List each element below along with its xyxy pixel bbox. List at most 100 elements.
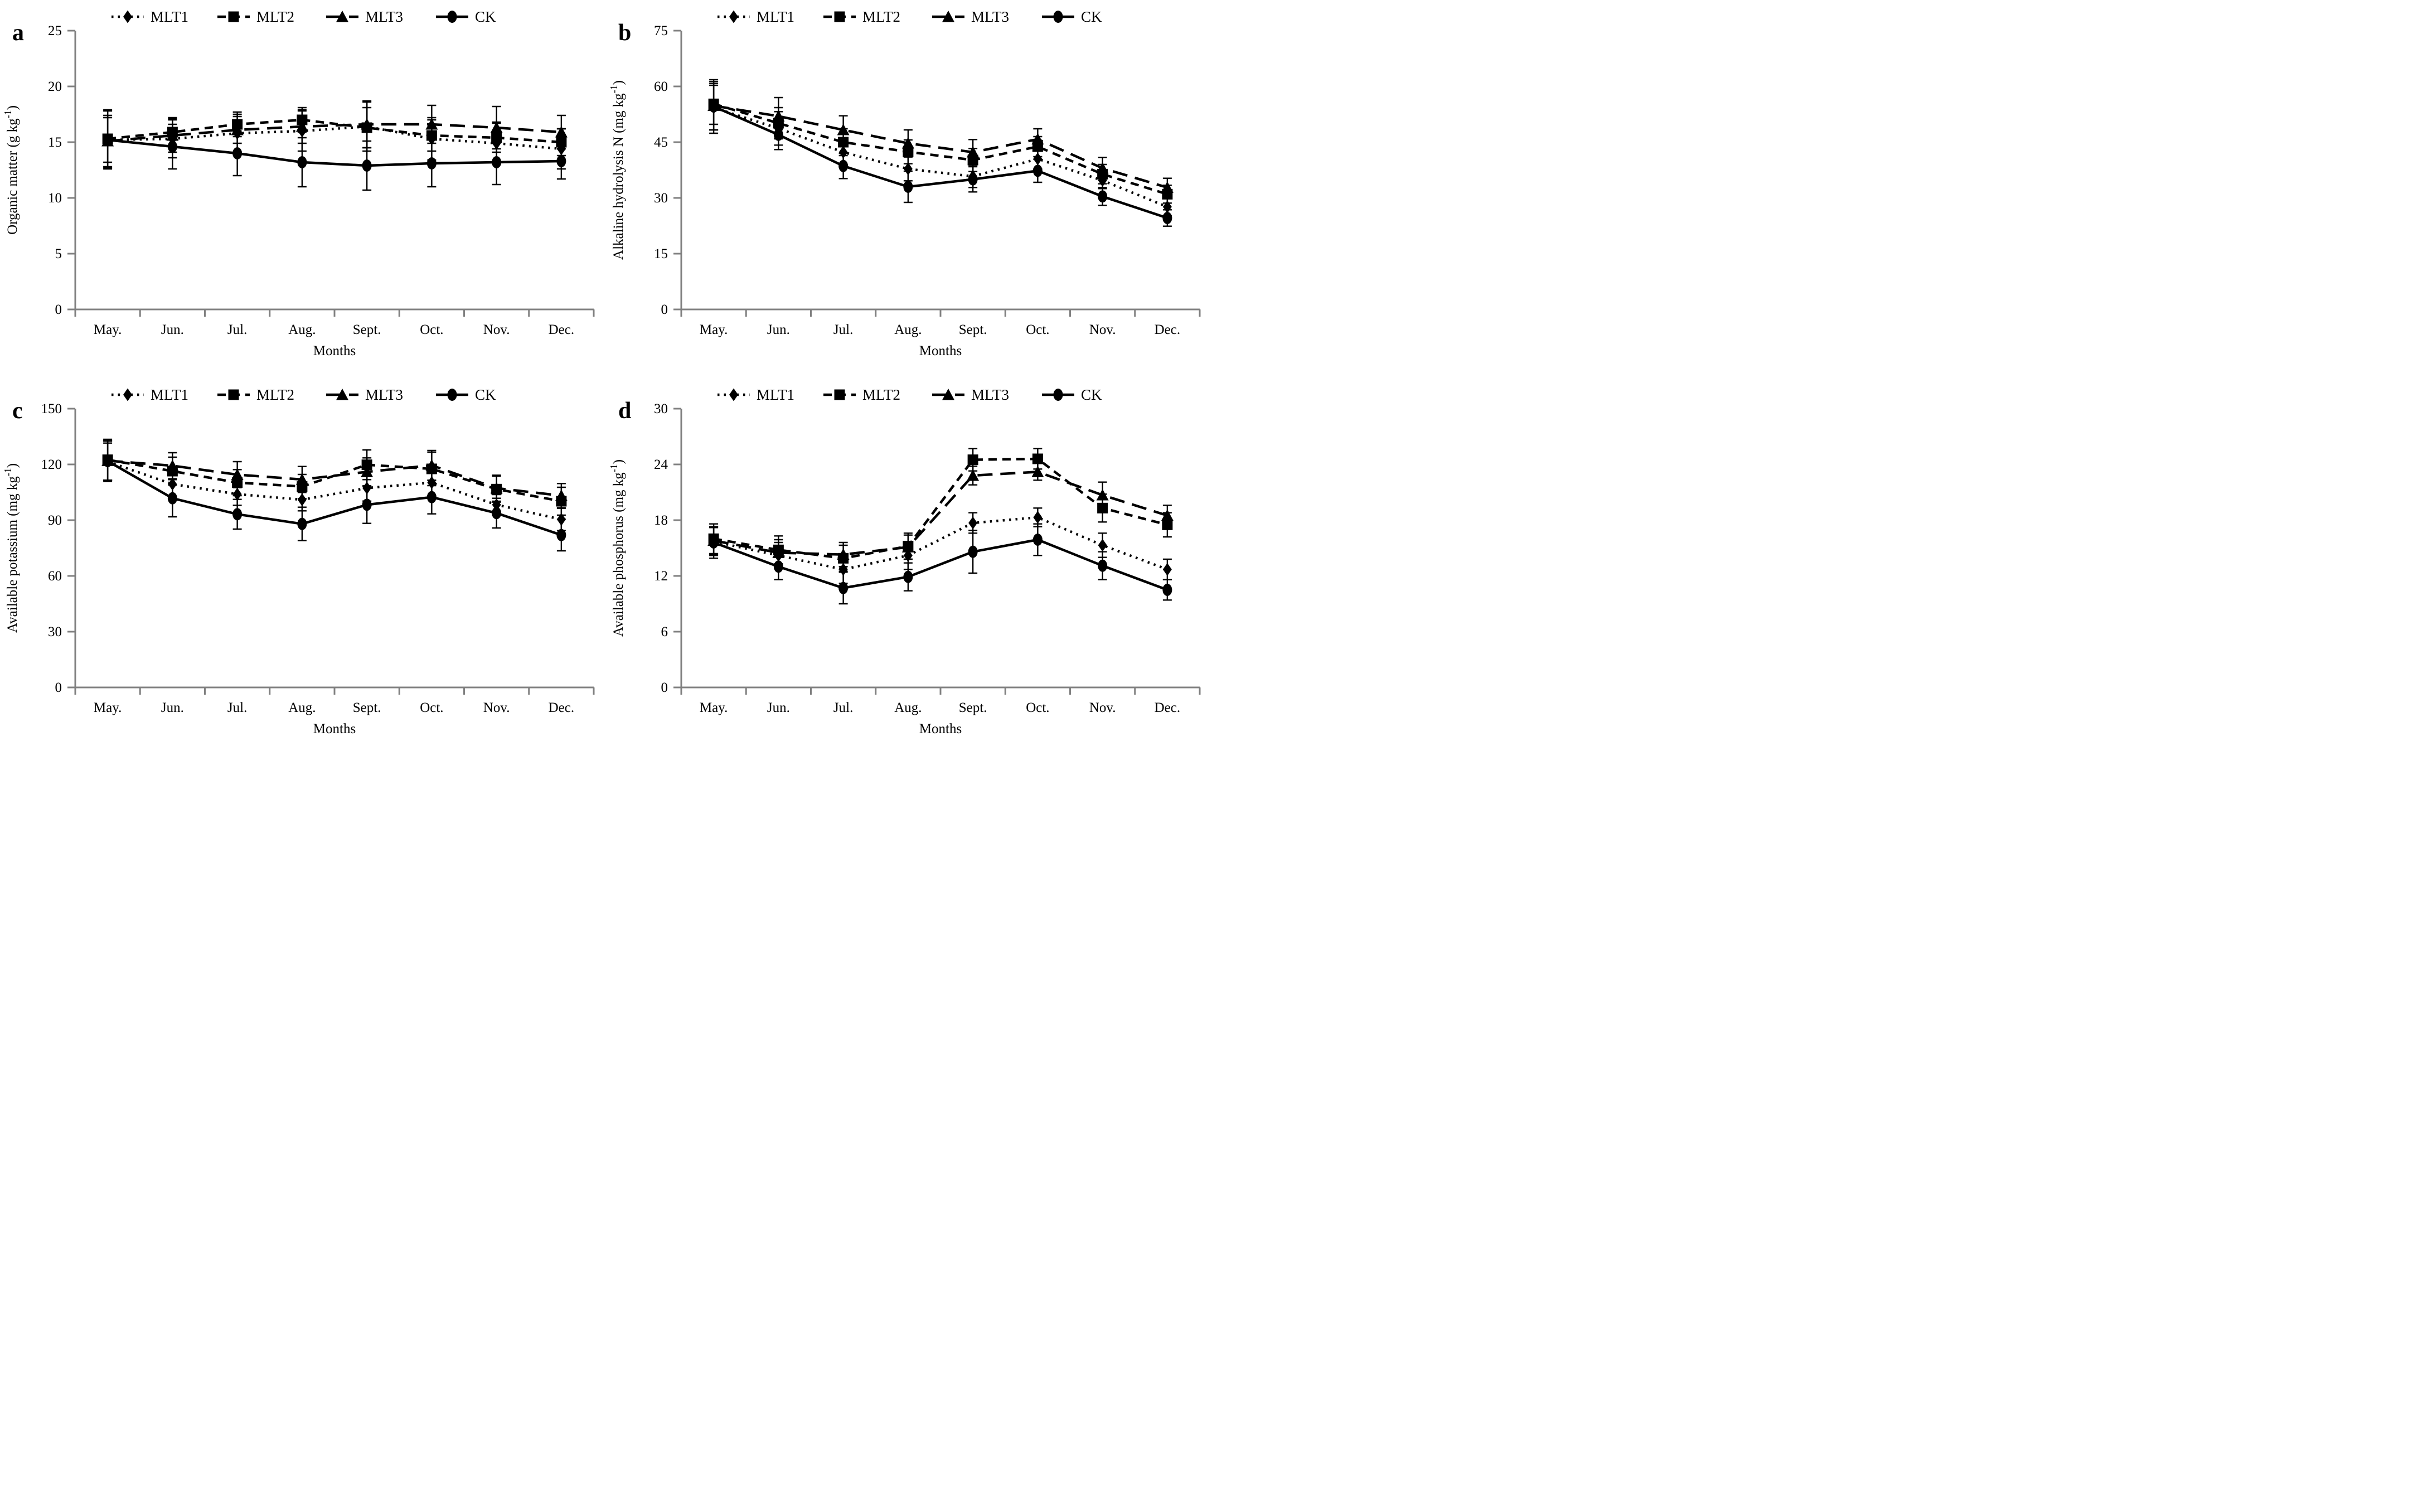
svg-text:150: 150 bbox=[41, 401, 62, 416]
series-line-CK bbox=[713, 105, 1168, 220]
series-markers-CK bbox=[709, 100, 1172, 224]
svg-text:Oct.: Oct. bbox=[1026, 700, 1049, 715]
panel-d-chart: d 0 6 12 18 24 30 Available phosphorus (mg kg-1… bbox=[608, 386, 1201, 736]
legend-label: CK bbox=[475, 386, 496, 403]
series-line-CK bbox=[107, 138, 561, 167]
x-axis-title: Months bbox=[919, 343, 962, 358]
legend-item-MLT2: MLT2 bbox=[217, 386, 294, 403]
y-axis: 0 5 10 15 20 25 bbox=[48, 23, 76, 317]
svg-text:Months: Months bbox=[313, 343, 356, 358]
svg-text:18: 18 bbox=[654, 513, 668, 528]
svg-text:20: 20 bbox=[48, 79, 62, 94]
legend-item-MLT2: MLT2 bbox=[823, 386, 900, 403]
svg-text:Available potassium (mg kg-1): Available potassium (mg kg-1) bbox=[2, 463, 20, 633]
svg-text:Available phosphorus (mg kg-1): Available phosphorus (mg kg-1) bbox=[608, 459, 626, 637]
svg-text:15: 15 bbox=[48, 135, 62, 150]
y-axis-title: Organic matter (g kg-1) bbox=[2, 105, 20, 235]
svg-text:30: 30 bbox=[48, 624, 62, 639]
series-markers-CK bbox=[709, 534, 1172, 596]
svg-text:Months: Months bbox=[919, 343, 962, 358]
legend-label: MLT2 bbox=[862, 8, 900, 25]
svg-text:Jul.: Jul. bbox=[833, 700, 853, 715]
svg-text:c: c bbox=[12, 398, 23, 424]
legend-item-MLT2: MLT2 bbox=[823, 8, 900, 25]
svg-text:Alkaline hydrolysis N (mg kg-1: Alkaline hydrolysis N (mg kg-1) bbox=[608, 80, 626, 260]
svg-text:5: 5 bbox=[55, 246, 62, 261]
y-axis-title: Alkaline hydrolysis N (mg kg-1) bbox=[608, 80, 626, 260]
legend-item-CK: CK bbox=[1042, 8, 1102, 25]
legend-item-MLT1: MLT1 bbox=[717, 386, 794, 403]
svg-text:Jul.: Jul. bbox=[227, 322, 247, 337]
series-line-MLT3 bbox=[713, 471, 1168, 556]
svg-text:Dec.: Dec. bbox=[549, 700, 575, 715]
panel-letter: a bbox=[12, 20, 24, 46]
svg-text:Dec.: Dec. bbox=[549, 322, 575, 337]
series-line-MLT3 bbox=[107, 123, 562, 143]
legend-label: MLT1 bbox=[151, 8, 188, 25]
svg-text:b: b bbox=[618, 20, 631, 46]
svg-text:Aug.: Aug. bbox=[288, 700, 316, 715]
panel-b-chart: b 0 15 30 45 60 75 Alkaline hydrolysis N (mg kg… bbox=[608, 8, 1201, 358]
svg-text:Oct.: Oct. bbox=[1026, 322, 1049, 337]
svg-text:Jul.: Jul. bbox=[833, 322, 853, 337]
series-line-MLT1 bbox=[713, 516, 1168, 571]
x-axis: May. Jun. Jul. Aug. Sept. Oct. Nov. Dec. bbox=[74, 686, 595, 715]
svg-text:Jun.: Jun. bbox=[767, 322, 790, 337]
svg-text:0: 0 bbox=[55, 680, 62, 695]
svg-text:0: 0 bbox=[661, 680, 668, 695]
legend-item-MLT1: MLT1 bbox=[111, 386, 188, 403]
svg-text:Aug.: Aug. bbox=[894, 700, 922, 715]
svg-text:15: 15 bbox=[654, 246, 668, 261]
series-line-MLT2 bbox=[107, 458, 562, 503]
svg-text:Nov.: Nov. bbox=[1089, 700, 1116, 715]
series-line-CK bbox=[713, 538, 1168, 592]
panel-a-chart: a 0 5 10 15 20 25 Organic matter (g kg-1) May. Ju… bbox=[2, 8, 595, 358]
svg-text:Organic matter (g kg-1): Organic matter (g kg-1) bbox=[2, 105, 20, 235]
svg-text:0: 0 bbox=[661, 302, 668, 317]
svg-text:May.: May. bbox=[700, 700, 728, 715]
legend-label: MLT3 bbox=[971, 8, 1009, 25]
svg-text:May.: May. bbox=[94, 322, 122, 337]
series-line-MLT2 bbox=[713, 457, 1168, 560]
legend-item-CK: CK bbox=[1042, 386, 1102, 403]
svg-text:Dec.: Dec. bbox=[1155, 322, 1181, 337]
svg-text:Sept.: Sept. bbox=[353, 322, 381, 337]
legend-item-MLT2: MLT2 bbox=[217, 8, 294, 25]
svg-text:30: 30 bbox=[654, 401, 668, 416]
svg-text:60: 60 bbox=[48, 569, 62, 584]
series-markers-CK bbox=[103, 455, 566, 541]
legend-item-CK: CK bbox=[436, 386, 496, 403]
panel-letter: c bbox=[12, 398, 23, 424]
svg-text:Nov.: Nov. bbox=[483, 322, 510, 337]
svg-text:12: 12 bbox=[654, 569, 668, 584]
svg-text:6: 6 bbox=[661, 624, 668, 639]
four-panel-soil-nutrient-figure: a 0 5 10 15 20 25 Organic matter (g kg-1) May. Ju… bbox=[0, 0, 1212, 756]
legend: MLT1 MLT2 MLT3 CK bbox=[111, 386, 496, 403]
x-axis-title: Months bbox=[313, 721, 356, 736]
legend-label: MLT2 bbox=[256, 386, 294, 403]
svg-text:Jun.: Jun. bbox=[161, 700, 184, 715]
series-line-MLT3 bbox=[713, 104, 1168, 189]
svg-text:Nov.: Nov. bbox=[1089, 322, 1116, 337]
svg-text:90: 90 bbox=[48, 513, 62, 528]
legend-item-MLT3: MLT3 bbox=[326, 8, 403, 25]
svg-text:30: 30 bbox=[654, 191, 668, 206]
svg-text:Sept.: Sept. bbox=[959, 322, 987, 337]
svg-text:Jul.: Jul. bbox=[227, 700, 247, 715]
y-axis-title: Available phosphorus (mg kg-1) bbox=[608, 459, 626, 637]
series-markers-MLT3 bbox=[101, 454, 568, 501]
legend-label: MLT3 bbox=[365, 386, 403, 403]
series-line-MLT2 bbox=[107, 118, 562, 144]
panel-letter: b bbox=[618, 20, 631, 46]
svg-text:Months: Months bbox=[919, 721, 962, 736]
y-axis-title: Available potassium (mg kg-1) bbox=[2, 463, 20, 633]
legend-label: MLT2 bbox=[862, 386, 900, 403]
x-axis: May. Jun. Jul. Aug. Sept. Oct. Nov. Dec. bbox=[680, 308, 1201, 337]
legend: MLT1 MLT2 MLT3 CK bbox=[111, 8, 496, 25]
svg-text:10: 10 bbox=[48, 191, 62, 206]
y-axis: 0 15 30 45 60 75 bbox=[654, 23, 682, 317]
svg-text:Oct.: Oct. bbox=[420, 322, 443, 337]
legend-item-MLT3: MLT3 bbox=[932, 8, 1009, 25]
svg-text:a: a bbox=[12, 20, 24, 46]
panel-c-chart: c 0 30 60 90 120 150 Available potassium (mg kg… bbox=[2, 386, 595, 736]
